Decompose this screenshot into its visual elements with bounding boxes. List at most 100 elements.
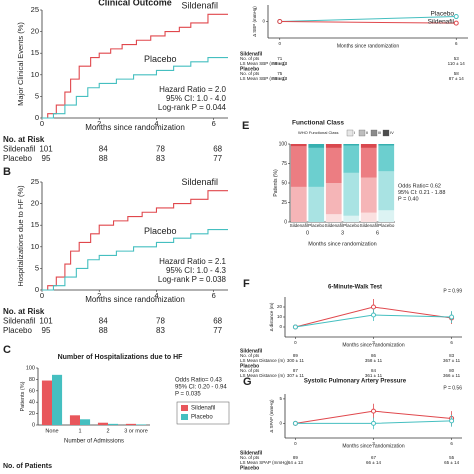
- table-value: 307 ± 11: [287, 373, 305, 378]
- panel-label: F: [243, 278, 250, 290]
- annotation: 95% CI: 0.20 - 0.94: [175, 385, 227, 391]
- table-group: Sildenafil: [240, 348, 263, 354]
- table-row-label: LS Mean Distance (m): [240, 373, 285, 378]
- x-tick-label: 1: [78, 428, 81, 434]
- table-value: 366 ± 11: [443, 373, 461, 378]
- y-tick-label: 25: [31, 177, 39, 186]
- y-tick-label: 0: [35, 285, 39, 294]
- annotation: Hazard Ratio = 2.0: [159, 85, 226, 94]
- legend-label: III: [378, 130, 381, 135]
- curve-label: Sildenafil: [181, 177, 218, 187]
- risk-value: 95: [42, 326, 51, 335]
- legend-label: Sildenafil: [191, 406, 215, 412]
- y-tick-label: 0: [262, 19, 265, 24]
- x-tick-label: 4: [154, 291, 158, 300]
- table-value: 65 ± 14: [444, 460, 459, 465]
- legend-box: [176, 401, 230, 425]
- table-value: 89: [293, 455, 299, 460]
- panel-label: B: [3, 166, 11, 178]
- table-value: 83: [449, 353, 455, 358]
- risk-value: 84: [99, 317, 108, 326]
- y-axis-label: Δ SPAP (mmHg): [269, 399, 274, 433]
- y-tick-label: 75: [281, 161, 287, 167]
- x-tick-label: Sildenafil: [290, 223, 308, 228]
- line: [279, 21, 457, 24]
- bar: [108, 423, 119, 425]
- x-axis-label: Months since randomization: [308, 241, 376, 247]
- table-group: Placebo: [240, 363, 259, 369]
- annotation: Log-rank P = 0.038: [158, 275, 227, 284]
- y-tick-label: 50: [281, 180, 287, 186]
- point: [371, 408, 376, 414]
- bar: [41, 380, 52, 425]
- risk-value: 77: [213, 326, 222, 335]
- point: [277, 19, 283, 24]
- table-row-label: No. of pts: [240, 353, 260, 358]
- legend-label: II: [366, 130, 368, 135]
- x-tick-label: 2: [97, 291, 101, 300]
- table-value: 86 ± 13: [272, 76, 287, 81]
- y-tick-label: 80: [29, 377, 35, 383]
- point: [371, 312, 376, 318]
- table-row-label: No. of pts: [240, 71, 260, 76]
- y-tick-label: 0: [284, 219, 287, 225]
- legend-swatch: [382, 129, 390, 137]
- y-tick-label: 0: [279, 324, 282, 329]
- x-tick-label: 3: [372, 340, 375, 345]
- bar: [136, 424, 147, 425]
- y-tick-label: 5: [35, 263, 39, 272]
- survival-curve: [42, 190, 228, 291]
- group-label: 0: [306, 230, 309, 236]
- survival-curve: [42, 228, 228, 291]
- risk-name: Placebo: [3, 326, 32, 335]
- table-value: 87: [293, 368, 299, 373]
- survival-curve: [42, 56, 228, 119]
- stacked-bar: [378, 171, 395, 211]
- table-value: 58: [454, 71, 460, 76]
- table-value: 64 ± 13: [288, 460, 303, 465]
- y-tick-label: 5: [35, 91, 39, 100]
- table-value: 367 ± 11: [443, 358, 461, 363]
- table-value: 80: [449, 368, 455, 373]
- table-row-label: LS Mean SBP (mmHg): [240, 76, 286, 81]
- annotation: Odds Ratio= 0.62: [398, 183, 441, 189]
- x-tick-label: 3 or more: [124, 428, 148, 434]
- point: [292, 324, 298, 330]
- risk-value: 83: [156, 326, 165, 335]
- x-tick-label: 0: [294, 340, 297, 345]
- stacked-bar: [378, 210, 395, 222]
- table-value: 361 ± 11: [365, 373, 383, 378]
- stacked-bar: [325, 183, 342, 215]
- table-value: 87 ± 14: [449, 76, 464, 81]
- table-row-label: No. of pts: [240, 56, 260, 61]
- y-tick-label: 0: [279, 421, 282, 426]
- curve-label: Placebo: [144, 226, 177, 236]
- legend-label: I: [354, 130, 355, 135]
- bar: [125, 423, 136, 425]
- risk-value: 101: [39, 317, 53, 326]
- legend-label: IV: [390, 130, 394, 135]
- y-tick-label: 10: [277, 314, 283, 319]
- annotation: Odds Ratio= 0.43: [175, 378, 223, 384]
- table-value: 89: [293, 353, 299, 358]
- x-axis-label: Months since randomization: [85, 123, 185, 132]
- stacked-bar: [290, 144, 307, 147]
- table-value: 66 ± 14: [366, 460, 381, 465]
- risk-value: 83: [156, 154, 165, 163]
- x-tick-label: 6: [450, 441, 453, 446]
- point: [453, 14, 459, 20]
- group-label: 6: [376, 230, 379, 236]
- legend-label: Sildenafil: [428, 19, 455, 26]
- y-tick-label: 20: [29, 411, 35, 417]
- y-tick-label: 5: [279, 396, 282, 401]
- annotation: 95% CI: 1.0 - 4.3: [166, 266, 227, 275]
- panel-title: Systolic Pulmonary Artery Pressure: [304, 379, 407, 385]
- stacked-bar: [360, 177, 377, 213]
- group-label: 3: [341, 230, 344, 236]
- risk-name: Sildenafil: [3, 317, 36, 326]
- table-row-label: LS Mean SBP (mmHg): [240, 61, 286, 66]
- risk-value: 88: [99, 154, 108, 163]
- risk-value: 68: [213, 317, 222, 326]
- y-axis-label: Major Clinical Events (%): [16, 22, 25, 106]
- risk-value: 101: [39, 145, 53, 154]
